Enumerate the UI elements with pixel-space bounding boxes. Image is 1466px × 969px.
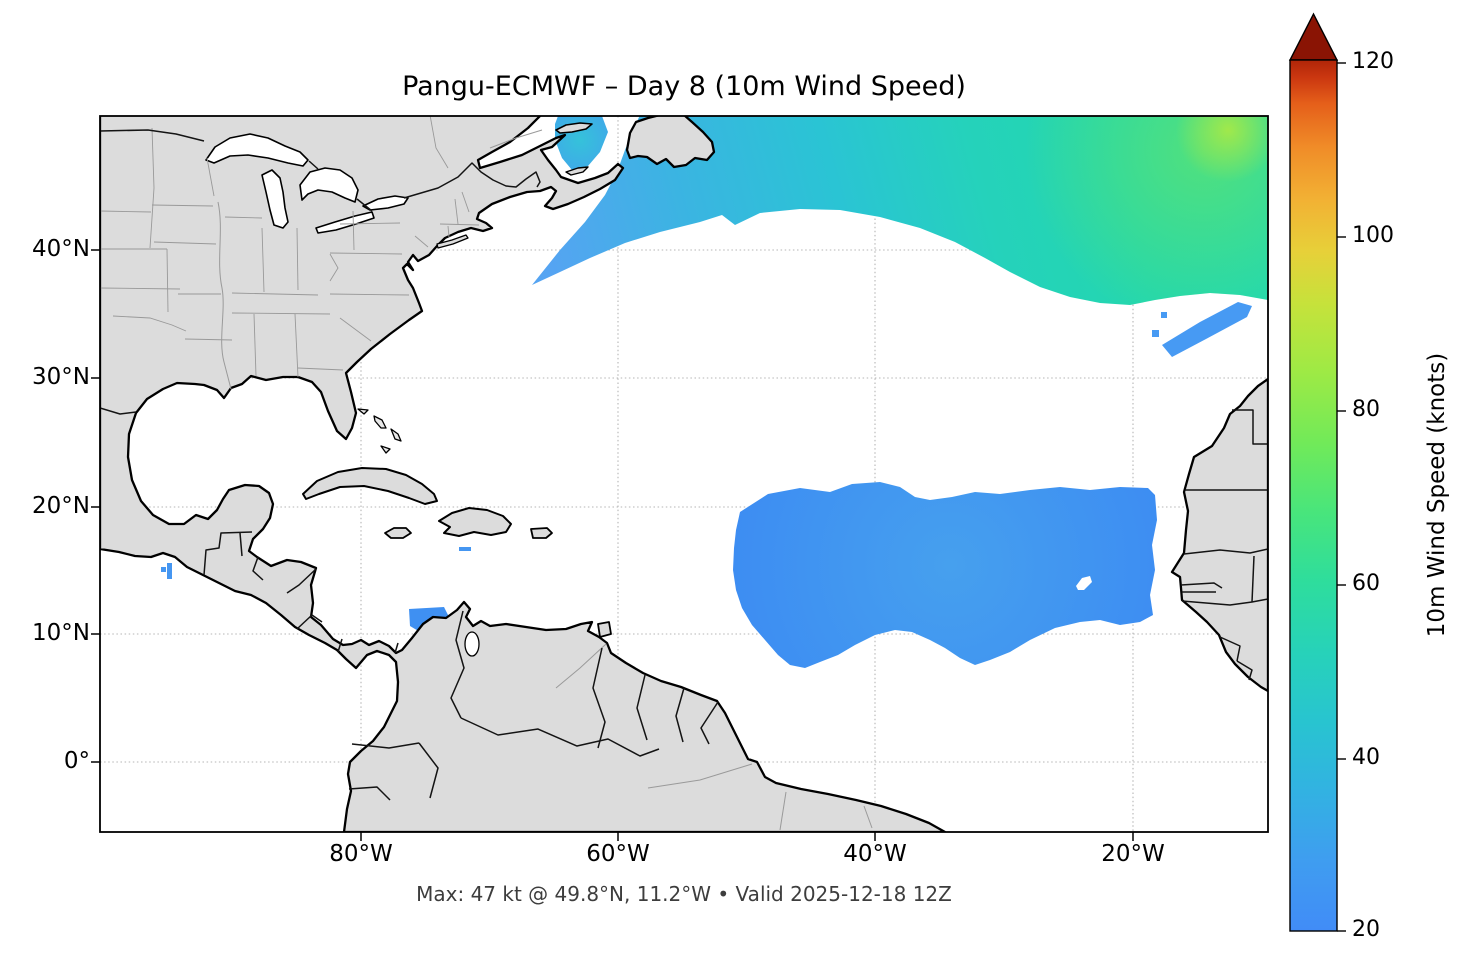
trinidad (597, 621, 612, 638)
colorbar-extend-arrow (1288, 12, 1339, 61)
country-borders (100, 129, 1268, 801)
colorbar-tick-80: 80 (1352, 397, 1380, 422)
lake-michigan (261, 169, 289, 229)
x-tick-20w: 20°W (1101, 841, 1165, 867)
us-mexico-border (100, 407, 137, 415)
max-wind-caption: Max: 47 kt @ 49.8°N, 11.2°W • Valid 2025… (416, 882, 952, 906)
colorbar-tick-60: 60 (1352, 571, 1380, 596)
x-tick-40w: 40°W (843, 841, 907, 867)
prince-edward-island (565, 166, 589, 176)
lake-huron (299, 167, 359, 203)
lake-maracaibo (464, 631, 480, 657)
long-island (436, 234, 469, 249)
colorbar-ticks (1337, 62, 1346, 932)
colorbar-tick-100: 100 (1352, 223, 1394, 248)
anticosti-island (555, 122, 593, 134)
puerto-rico (530, 527, 553, 539)
cuba (302, 467, 438, 505)
newfoundland-island (625, 116, 716, 169)
state-borders (100, 116, 480, 378)
bahamas (357, 408, 402, 454)
us-canada-border (100, 129, 205, 142)
colorbar (1288, 12, 1346, 932)
y-tick-20n: 20°N (32, 493, 90, 519)
ne-atlantic-finger (1162, 302, 1252, 357)
amazon-river (647, 763, 753, 789)
lakes (205, 133, 480, 657)
y-tick-30n: 30°N (32, 364, 90, 390)
y-tick-40n: 40°N (32, 236, 90, 262)
chart-title: Pangu-ECMWF – Day 8 (10m Wind Speed) (402, 71, 966, 102)
mississippi-river (217, 201, 232, 390)
lake-ontario (362, 195, 409, 211)
jamaica (384, 527, 412, 539)
rivers (217, 129, 873, 831)
wind-max-region (1176, 116, 1268, 182)
lake-erie (315, 211, 375, 234)
west-africa (1170, 377, 1268, 693)
axis-tick-marks (91, 249, 1134, 841)
colorbar-tick-20: 20 (1352, 917, 1380, 942)
x-tick-80w: 80°W (329, 841, 393, 867)
hispaniola (438, 507, 512, 537)
trade-wind-band (733, 482, 1157, 668)
y-tick-10n: 10°N (32, 620, 90, 646)
colorbar-tick-120: 120 (1352, 49, 1394, 74)
colorbar-tick-40: 40 (1352, 745, 1380, 770)
lake-superior (205, 133, 309, 167)
colorbar-axis-label: 10m Wind Speed (knots) (1424, 352, 1450, 638)
colorbar-gradient-bar (1289, 59, 1338, 932)
x-tick-60w: 60°W (586, 841, 650, 867)
y-tick-0: 0° (63, 748, 90, 774)
plot-frame (99, 115, 1269, 833)
